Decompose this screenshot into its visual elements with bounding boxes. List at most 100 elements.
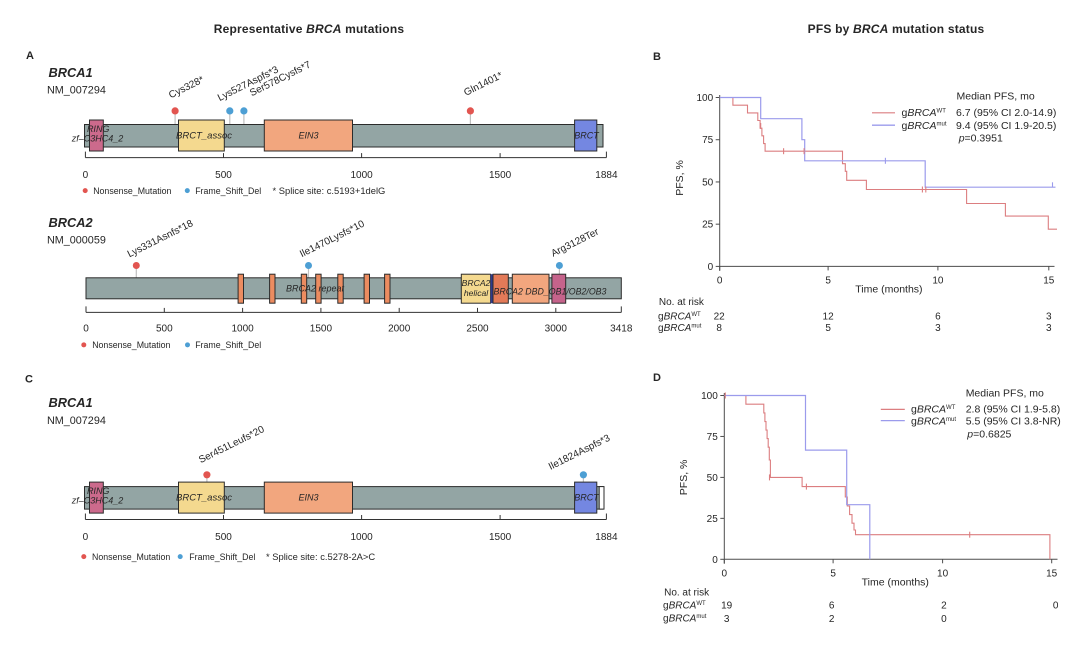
svg-text:3418: 3418 <box>610 324 633 335</box>
svg-text:gBRCAWT: gBRCAWT <box>911 404 956 416</box>
svg-text:gBRCAWT: gBRCAWT <box>902 107 947 119</box>
svg-text:2.8 (95% CI 1.9-5.8): 2.8 (95% CI 1.9-5.8) <box>966 404 1061 416</box>
svg-text:25: 25 <box>707 514 719 525</box>
svg-text:Median PFS, mo: Median PFS, mo <box>966 387 1044 399</box>
svg-text:NM_007294: NM_007294 <box>47 85 106 97</box>
svg-text:0: 0 <box>83 532 89 543</box>
svg-text:RING: RING <box>87 486 110 496</box>
svg-text:3: 3 <box>1046 323 1052 334</box>
svg-text:6.7 (95% CI 2.0-14.9): 6.7 (95% CI 2.0-14.9) <box>956 107 1056 119</box>
svg-text:zf–C3HC4_2: zf–C3HC4_2 <box>71 496 124 506</box>
svg-text:50: 50 <box>702 177 714 188</box>
svg-text:0: 0 <box>708 262 714 273</box>
svg-text:2500: 2500 <box>466 324 489 335</box>
svg-text:15: 15 <box>1043 276 1055 287</box>
svg-text:0: 0 <box>717 276 723 287</box>
svg-text:D: D <box>653 372 661 384</box>
svg-text:p=0.6825: p=0.6825 <box>966 429 1011 441</box>
svg-text:5.5 (95% CI 3.8-NR): 5.5 (95% CI 3.8-NR) <box>966 415 1061 427</box>
svg-text:1000: 1000 <box>231 324 254 335</box>
svg-text:100: 100 <box>701 391 718 402</box>
svg-text:gBRCAWT: gBRCAWT <box>658 312 701 323</box>
svg-text:2: 2 <box>941 601 947 612</box>
svg-text:5: 5 <box>825 276 831 287</box>
svg-text:1000: 1000 <box>350 532 373 543</box>
svg-text:500: 500 <box>156 324 173 335</box>
svg-text:12: 12 <box>823 312 835 323</box>
svg-text:Time (months): Time (months) <box>855 284 922 296</box>
svg-text:BRCA2 repeat: BRCA2 repeat <box>286 284 345 294</box>
svg-text:gBRCAmut: gBRCAmut <box>902 120 947 132</box>
svg-text:0: 0 <box>712 555 718 566</box>
svg-text:RING: RING <box>87 124 110 134</box>
svg-text:* Splice site: c.5193+1delG: * Splice site: c.5193+1delG <box>273 185 386 196</box>
svg-text:1000: 1000 <box>350 170 373 181</box>
svg-text:Time (months): Time (months) <box>862 577 929 589</box>
svg-text:C: C <box>25 374 33 386</box>
svg-text:B: B <box>653 51 661 63</box>
svg-text:NM_000059: NM_000059 <box>47 235 106 247</box>
svg-text:* Splice site: c.5278-2A>C: * Splice site: c.5278-2A>C <box>266 551 375 562</box>
svg-text:3: 3 <box>724 614 730 625</box>
svg-text:Nonsense_Mutation: Nonsense_Mutation <box>93 186 171 196</box>
svg-text:BRCT: BRCT <box>574 131 600 141</box>
svg-text:NM_007294: NM_007294 <box>47 415 106 427</box>
svg-text:0: 0 <box>941 614 947 625</box>
svg-text:3000: 3000 <box>545 324 568 335</box>
svg-text:15: 15 <box>1046 569 1058 580</box>
svg-text:22: 22 <box>714 312 726 323</box>
svg-text:No. at risk: No. at risk <box>659 297 705 308</box>
svg-text:gBRCAWT: gBRCAWT <box>663 601 706 612</box>
svg-text:2: 2 <box>829 614 835 625</box>
svg-text:BRCA2: BRCA2 <box>462 278 491 288</box>
svg-text:EIN3: EIN3 <box>298 131 318 141</box>
svg-text:BRCT: BRCT <box>574 493 600 503</box>
svg-text:3: 3 <box>935 323 941 334</box>
svg-text:0: 0 <box>1053 601 1059 612</box>
svg-text:gBRCAmut: gBRCAmut <box>911 415 956 427</box>
svg-text:6: 6 <box>935 312 941 323</box>
svg-text:gBRCAmut: gBRCAmut <box>658 323 702 334</box>
svg-text:10: 10 <box>937 569 949 580</box>
svg-text:100: 100 <box>697 93 714 104</box>
svg-text:1884: 1884 <box>595 532 618 543</box>
svg-text:5: 5 <box>825 323 831 334</box>
svg-text:BRCA1: BRCA1 <box>49 395 93 410</box>
svg-text:5: 5 <box>830 569 836 580</box>
svg-text:25: 25 <box>702 220 714 231</box>
svg-text:10: 10 <box>932 276 944 287</box>
svg-text:75: 75 <box>702 135 714 146</box>
svg-text:6: 6 <box>829 601 835 612</box>
svg-text:PFS, %: PFS, % <box>678 460 690 496</box>
svg-text:2000: 2000 <box>388 324 411 335</box>
svg-text:Nonsense_Mutation: Nonsense_Mutation <box>92 552 170 562</box>
svg-text:9.4 (95% CI 1.9-20.5): 9.4 (95% CI 1.9-20.5) <box>956 120 1056 132</box>
svg-text:PFS by BRCA mutation status: PFS by BRCA mutation status <box>808 22 985 36</box>
svg-text:A: A <box>26 50 34 62</box>
svg-text:Nonsense_Mutation: Nonsense_Mutation <box>92 340 170 350</box>
svg-text:0: 0 <box>83 324 89 335</box>
svg-text:p=0.3951: p=0.3951 <box>958 133 1003 145</box>
svg-text:BRCT_assoc: BRCT_assoc <box>176 131 232 142</box>
svg-text:1500: 1500 <box>310 324 333 335</box>
svg-text:50: 50 <box>707 473 719 484</box>
svg-text:EIN3: EIN3 <box>298 493 318 503</box>
svg-text:1500: 1500 <box>489 170 512 181</box>
svg-text:Representative BRCA mutations: Representative BRCA mutations <box>214 22 405 36</box>
svg-text:Median PFS, mo: Median PFS, mo <box>957 91 1035 103</box>
svg-text:3: 3 <box>1046 312 1052 323</box>
svg-text:gBRCAmut: gBRCAmut <box>663 614 707 625</box>
svg-text:8: 8 <box>716 323 722 334</box>
svg-text:Frame_Shift_Del: Frame_Shift_Del <box>189 552 255 562</box>
svg-text:0: 0 <box>83 170 89 181</box>
svg-text:BRCA1: BRCA1 <box>49 65 93 80</box>
svg-text:zf–C3HC4_2: zf–C3HC4_2 <box>71 134 124 144</box>
svg-text:BRCA2: BRCA2 <box>49 215 93 230</box>
svg-text:PFS, %: PFS, % <box>674 160 686 196</box>
svg-text:19: 19 <box>721 601 733 612</box>
svg-text:500: 500 <box>215 532 232 543</box>
svg-text:500: 500 <box>215 170 232 181</box>
svg-text:0: 0 <box>722 569 728 580</box>
svg-text:helical: helical <box>464 288 489 298</box>
svg-text:BRCT_assoc: BRCT_assoc <box>176 493 232 504</box>
